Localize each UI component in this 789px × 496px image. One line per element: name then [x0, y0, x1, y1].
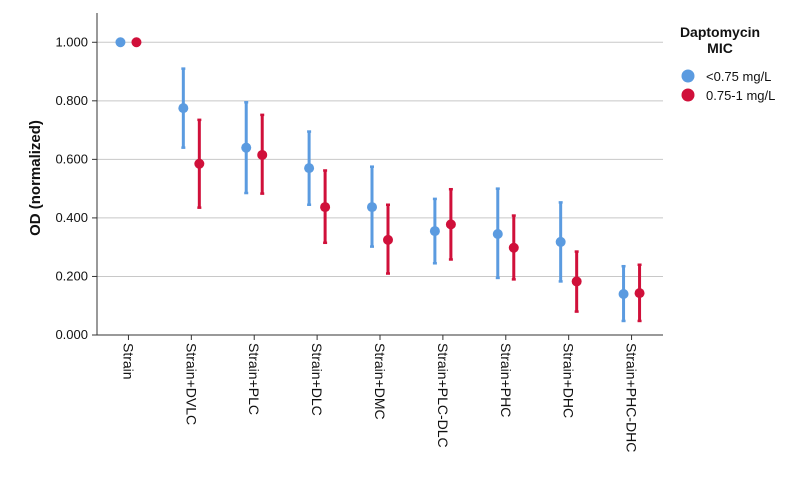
data-point — [304, 163, 315, 174]
data-point — [115, 37, 126, 48]
y-axis-label: OD (normalized) — [27, 120, 44, 236]
data-point — [320, 202, 331, 213]
legend-title: Daptomycin — [680, 24, 760, 40]
x-tick-label: Strain+PHC-DHC — [624, 343, 640, 452]
data-point — [492, 229, 503, 240]
series-1 — [115, 37, 629, 323]
x-axis: Strain Strain+DVLC Strain+PLC Strain+DLC Str… — [97, 334, 663, 452]
legend-label: <0.75 mg/L — [706, 69, 771, 84]
x-tick-label: Strain+DLC — [309, 343, 325, 416]
data-point — [367, 202, 377, 213]
data-point — [429, 226, 440, 237]
x-tick-label: Strain+DMC — [372, 343, 388, 420]
data-point — [383, 234, 393, 245]
x-tick-label: Strain+DVLC — [183, 343, 199, 425]
data-point — [571, 276, 582, 287]
legend-label: 0.75-1 mg/L — [706, 88, 775, 103]
series-2 — [131, 37, 645, 323]
y-tick-label: 0.800 — [55, 93, 88, 108]
data-point — [178, 103, 189, 114]
legend-marker — [681, 88, 695, 102]
data-point — [131, 37, 142, 48]
x-tick-label: Strain+PLC-DLC — [435, 343, 451, 448]
y-tick-label: 0.400 — [55, 210, 88, 225]
legend-marker — [681, 69, 695, 83]
x-tick-label: Strain+DHC — [561, 343, 577, 418]
y-tick-label: 1.000 — [55, 34, 88, 49]
y-tick-label: 0.200 — [55, 268, 88, 283]
data-point — [555, 236, 566, 247]
legend-title: MIC — [707, 40, 733, 56]
data-point — [445, 219, 456, 230]
data-point — [241, 142, 252, 153]
y-tick-label: 0.000 — [55, 327, 88, 342]
x-tick-label: Strain+PHC — [498, 343, 514, 417]
y-axis: 0.000 0.200 0.400 0.600 0.800 1.000 — [55, 13, 98, 342]
x-tick-label: Strain — [120, 343, 136, 380]
data-point — [508, 242, 519, 253]
data-marks — [115, 37, 645, 323]
data-point — [194, 158, 205, 169]
x-tick-label: Strain+PLC — [246, 343, 262, 415]
y-tick-label: 0.600 — [55, 151, 88, 166]
data-point — [634, 288, 645, 299]
data-point — [257, 149, 268, 160]
data-point — [618, 289, 629, 300]
